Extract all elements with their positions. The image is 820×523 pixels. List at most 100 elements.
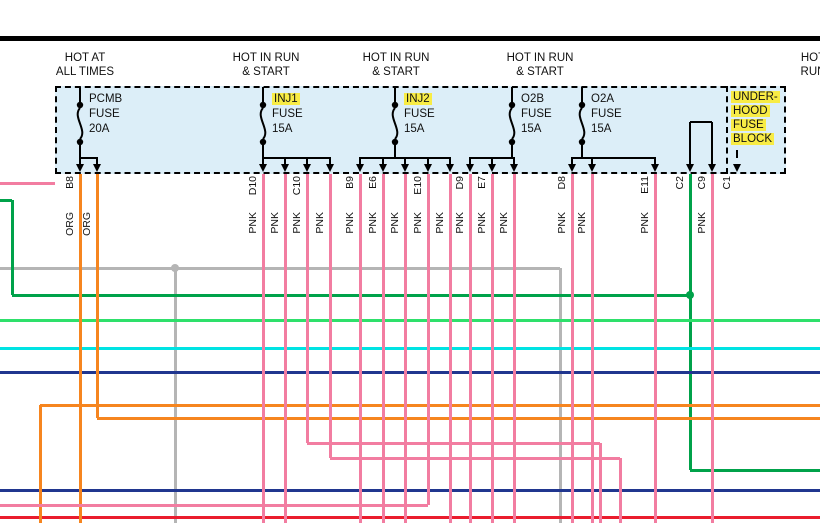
pin-label-e10: E10 — [412, 176, 424, 195]
wire-segment-navy-wire-2 — [0, 489, 820, 492]
fuse-drop-line — [96, 157, 98, 165]
wire-segment-pink-feeds — [307, 442, 600, 445]
fuse-drop-line — [79, 157, 81, 165]
wire-color-label: ORG — [64, 212, 76, 236]
wire-segment-red-wire — [0, 516, 820, 519]
connector-exit-arrow — [356, 164, 364, 172]
fuse-rating: 15A — [521, 123, 542, 135]
header-line: HOT IN RUN — [232, 52, 300, 64]
connector-exit-arrow — [281, 164, 289, 172]
wire-segment-green-wire-left — [0, 199, 12, 202]
fuse-word: FUSE — [521, 108, 552, 120]
power-header-2: HOT IN RUN & START — [233, 51, 300, 79]
wire-segment-pink-feeds — [404, 174, 407, 523]
fuse-rating: 15A — [272, 123, 293, 135]
fuse-drop-line — [382, 157, 384, 165]
fuse-word: FUSE — [591, 108, 622, 120]
header-line: & START — [516, 66, 564, 78]
wire-segment-pink-feeds — [329, 174, 332, 458]
power-header-4: HOT IN RUN & START — [507, 51, 574, 79]
connector-exit-arrow — [446, 164, 454, 172]
wire-segment-orange-wire-left — [39, 405, 42, 523]
connector-exit-arrow — [686, 164, 694, 172]
pin-label-e11: E11 — [639, 176, 651, 194]
wire-color-label: PNK — [556, 212, 568, 234]
wire-color-label: PNK — [498, 212, 510, 234]
pin-label-d9: D9 — [454, 176, 466, 190]
connector-exit-arrow — [401, 164, 409, 172]
wire-color-label: PNK — [454, 212, 466, 234]
wire-segment-pink-feeds — [469, 174, 472, 523]
fuse-label-inj2: INJ2 FUSE 15A — [404, 92, 435, 137]
connector-exit-arrow — [588, 164, 596, 172]
connector-exit-arrow — [259, 164, 267, 172]
wire-color-label: PNK — [314, 212, 326, 234]
connector-exit-arrow — [303, 164, 311, 172]
wire-segment-green-wire-2 — [0, 319, 820, 322]
wire-segment-gray-wire — [174, 268, 177, 523]
fuse-name-highlighted: INJ1 — [272, 93, 300, 105]
wire-segment-pink-feeds — [0, 504, 428, 507]
wire-color-label: PNK — [434, 212, 446, 234]
wire-segment-green-wire-left — [12, 294, 690, 297]
fuse-rating: 20A — [89, 123, 110, 135]
pin-label-c10: C10 — [291, 176, 303, 196]
fuse-drop-line — [571, 157, 573, 165]
fuse-symbol-o2a — [578, 87, 586, 158]
fuse-drop-line — [491, 157, 493, 165]
wire-segment-pink-feeds — [513, 174, 516, 523]
pin-label-e6: E6 — [367, 176, 379, 189]
fuse-drop-line — [404, 157, 406, 165]
wire-color-label: PNK — [412, 212, 424, 234]
wire-color-label: PNK — [476, 212, 488, 234]
fuse-label-o2a: O2A FUSE 15A — [591, 92, 622, 137]
fuse-drop-line — [591, 157, 593, 165]
fuse-label-o2b: O2B FUSE 15A — [521, 92, 552, 137]
fuse-drop-line — [513, 157, 515, 165]
wire-segment-green-wire-c2 — [689, 174, 692, 470]
pin-label-d10: D10 — [247, 176, 259, 196]
block-label-line: BLOCK — [731, 133, 774, 145]
top-border-line — [0, 36, 820, 41]
pin-label-e7: E7 — [476, 176, 488, 189]
connector-exit-arrow — [510, 164, 518, 172]
fuse-drop-line — [306, 157, 308, 165]
wire-segment-orange-wire-b8a — [79, 174, 82, 523]
wire-segment-pink-feeds — [262, 174, 265, 523]
connector-exit-arrow — [379, 164, 387, 172]
wire-color-label: PNK — [269, 212, 281, 234]
fuse-drop-line — [329, 157, 331, 165]
fuse-drop-line — [469, 157, 471, 165]
wire-color-label: PNK — [247, 212, 259, 234]
header-line: ALL TIMES — [55, 66, 115, 78]
connector-exit-arrow — [568, 164, 576, 172]
pin-label-c9: C9 — [696, 176, 708, 190]
fuse-rating: 15A — [591, 123, 612, 135]
jumper-wire-top — [690, 121, 712, 123]
fuse-name: O2B — [521, 93, 545, 105]
fuse-name: PCMB — [89, 93, 123, 105]
pin-label-d8: D8 — [556, 176, 568, 190]
header-line: HOT IN RUN — [362, 52, 430, 64]
wire-color-label: PNK — [367, 212, 379, 234]
fuse-name: O2A — [591, 93, 615, 105]
fuse-name-highlighted: INJ2 — [404, 93, 432, 105]
connector-exit-arrow — [733, 164, 741, 172]
fuse-block-label-divider — [726, 86, 728, 174]
wire-segment-pink-feeds — [711, 174, 714, 523]
wire-segment-gray-wire — [559, 268, 562, 523]
wire-segment-navy-wire-1 — [0, 371, 820, 374]
fuse-symbol-inj2 — [391, 87, 399, 158]
wire-color-label: PNK — [576, 212, 588, 234]
fuse-word: FUSE — [272, 108, 303, 120]
fuse-branch-line — [572, 157, 655, 159]
connector-exit-arrow — [708, 164, 716, 172]
wire-segment-pink-feeds — [599, 443, 602, 523]
fuse-symbol-pcmb — [76, 87, 84, 158]
fuse-label-pcmb: PCMB FUSE 20A — [89, 92, 122, 137]
connector-exit-arrow — [326, 164, 334, 172]
pin-stub-c1 — [736, 150, 738, 158]
connector-exit-arrow — [651, 164, 659, 172]
junction-dot — [171, 264, 179, 272]
wire-segment-gray-wire — [0, 267, 560, 270]
